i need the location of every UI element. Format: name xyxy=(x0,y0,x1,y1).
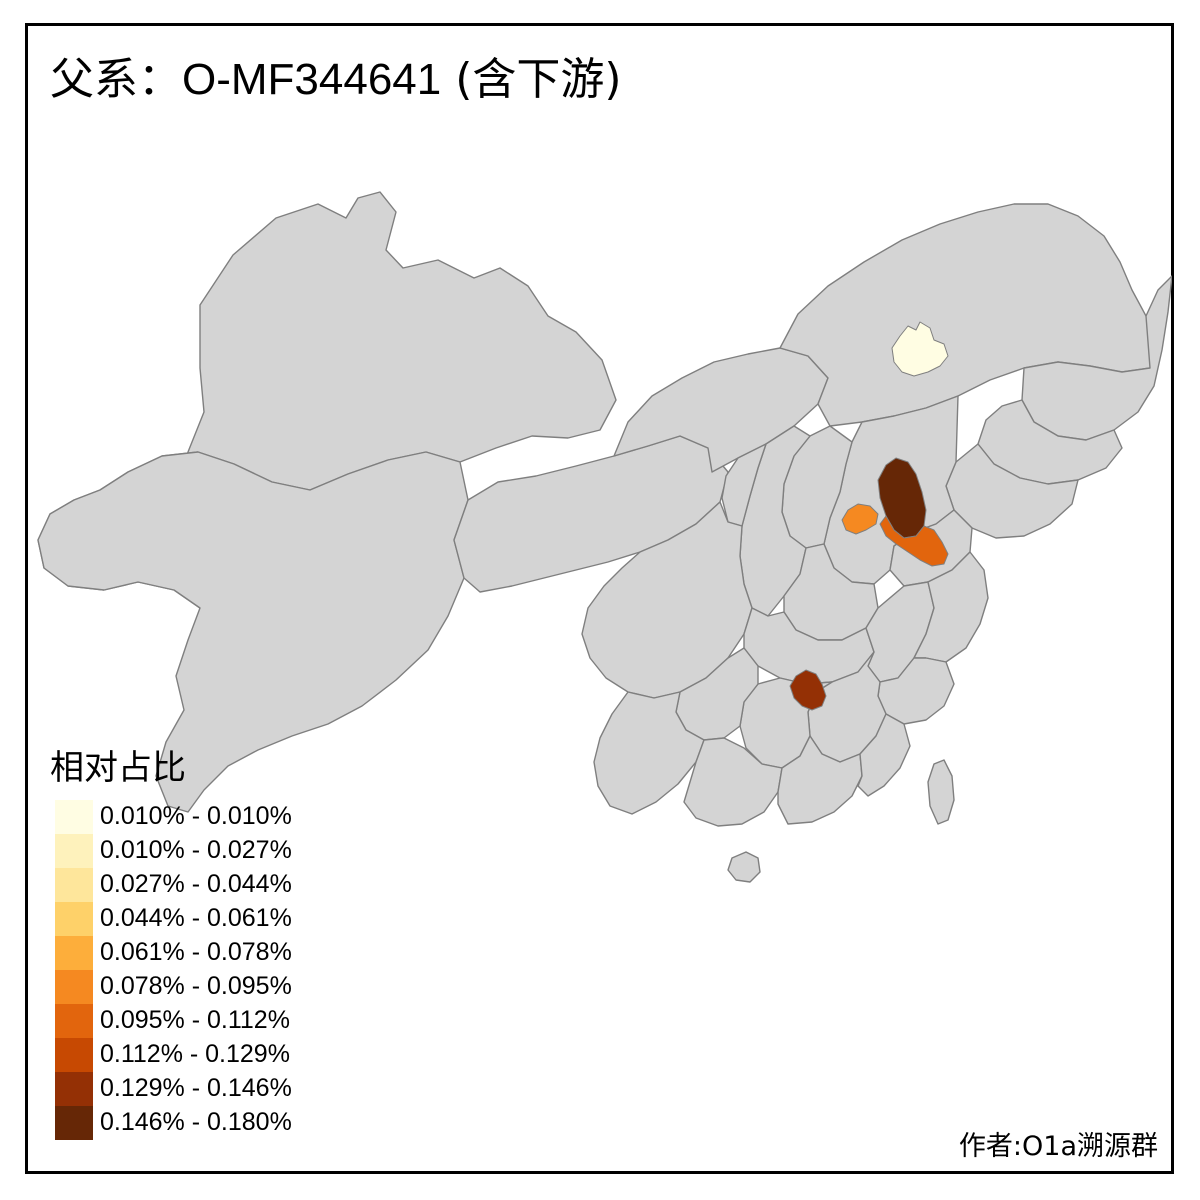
legend-swatch-icon xyxy=(55,1004,93,1038)
province-yunnan xyxy=(593,691,705,815)
title-suffix: (含下游) xyxy=(441,54,622,105)
province-tibet xyxy=(37,451,469,813)
legend-item-label: 0.112% - 0.129% xyxy=(100,1040,290,1068)
legend-item[interactable]: 0.044% - 0.061% xyxy=(50,902,380,936)
legend-item[interactable]: 0.095% - 0.112% xyxy=(50,1004,380,1038)
legend-item[interactable]: 0.112% - 0.129% xyxy=(50,1038,380,1072)
title-prefix: 父系： xyxy=(50,54,182,105)
legend-item-label: 0.095% - 0.112% xyxy=(100,1006,290,1034)
legend-item-label: 0.146% - 0.180% xyxy=(100,1108,292,1136)
legend-item-label: 0.044% - 0.061% xyxy=(100,904,292,932)
legend-swatch-icon xyxy=(55,902,93,936)
legend-swatch-icon xyxy=(55,834,93,868)
legend-swatch-icon xyxy=(55,1038,93,1072)
legend-item[interactable]: 0.010% - 0.010% xyxy=(50,800,380,834)
province-guangdong xyxy=(777,735,863,825)
legend-rows: 0.010% - 0.010% 0.010% - 0.027% 0.027% -… xyxy=(50,800,380,1140)
legend-item-label: 0.010% - 0.010% xyxy=(100,802,292,830)
highlight-jiangsu-south xyxy=(879,515,949,567)
legend-item-label: 0.129% - 0.146% xyxy=(100,1074,292,1102)
legend-swatch-icon xyxy=(55,936,93,970)
legend-item-label: 0.027% - 0.044% xyxy=(100,870,292,898)
page-title: 父系：O-MF344641 (含下游) xyxy=(50,52,622,108)
legend-swatch-icon xyxy=(55,868,93,902)
legend-swatch-icon xyxy=(55,1072,93,1106)
legend-item[interactable]: 0.010% - 0.027% xyxy=(50,834,380,868)
legend-title: 相对占比 xyxy=(50,748,186,788)
province-jiangsu xyxy=(913,551,989,663)
china-choropleth-map[interactable] xyxy=(28,100,1172,890)
legend-item-label: 0.010% - 0.027% xyxy=(100,836,292,864)
legend-swatch-icon xyxy=(55,1106,93,1140)
legend-item[interactable]: 0.027% - 0.044% xyxy=(50,868,380,902)
map-highlight-layer xyxy=(789,321,949,711)
legend-item[interactable]: 0.078% - 0.095% xyxy=(50,970,380,1004)
province-hainan xyxy=(727,851,761,883)
legend-item[interactable]: 0.061% - 0.078% xyxy=(50,936,380,970)
title-haplogroup: O-MF344641 xyxy=(182,55,442,104)
map-base-layer xyxy=(37,191,1172,883)
legend-item-label: 0.061% - 0.078% xyxy=(100,938,292,966)
legend-item[interactable]: 0.129% - 0.146% xyxy=(50,1072,380,1106)
province-fujian xyxy=(857,713,911,797)
highlight-guangzhou xyxy=(789,669,827,711)
highlight-beijing xyxy=(891,321,949,377)
legend-swatch-icon xyxy=(55,970,93,1004)
legend-item[interactable]: 0.146% - 0.180% xyxy=(50,1106,380,1140)
map-svg xyxy=(37,191,1172,883)
province-taiwan xyxy=(927,759,955,825)
author-credit: 作者:O1a溯源群 xyxy=(958,1131,1158,1162)
legend-item-label: 0.078% - 0.095% xyxy=(100,972,292,1000)
legend-swatch-icon xyxy=(55,800,93,834)
province-guangxi xyxy=(683,737,783,827)
province-zhejiang xyxy=(877,657,955,725)
highlight-anhui-east xyxy=(841,503,879,535)
legend: 相对占比 0.010% - 0.010% 0.010% - 0.027% 0.0… xyxy=(50,748,380,1140)
